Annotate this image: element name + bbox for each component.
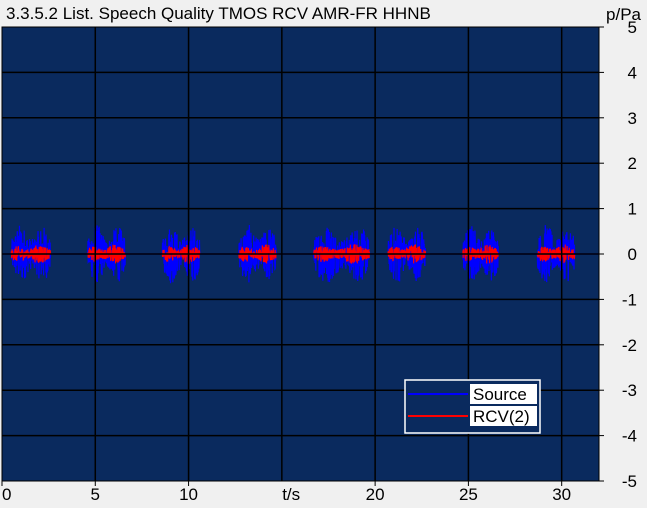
y-tick-label: 5 — [628, 18, 637, 37]
y-tick-label: -3 — [622, 381, 637, 400]
x-axis: 0 5 10 20 25 30 — [1, 481, 571, 504]
y-tick-label: 2 — [628, 154, 637, 173]
legend: Source RCV(2) — [404, 379, 541, 434]
x-tick-label: 10 — [179, 485, 198, 504]
x-axis-label: t/s — [282, 485, 300, 504]
grid-lines — [2, 27, 599, 481]
y-tick-label: 1 — [628, 200, 637, 219]
chart-title: 3.3.5.2 List. Speech Quality TMOS RCV AM… — [6, 4, 431, 23]
y-tick-label: -2 — [622, 336, 637, 355]
y-tick-label: -5 — [622, 472, 637, 491]
legend-label: RCV(2) — [473, 407, 530, 426]
y-tick-label: 0 — [628, 245, 637, 264]
y-tick-label: 4 — [628, 63, 637, 82]
y-axis-label: p/Pa — [606, 5, 642, 24]
legend-label-bg — [470, 384, 537, 404]
y-axis: 5 4 3 2 1 0 -1 -2 -3 -4 -5 — [599, 18, 637, 491]
x-tick-label: 0 — [2, 485, 11, 504]
legend-label-bg — [470, 406, 537, 426]
legend-label: Source — [473, 385, 527, 404]
x-tick-label: 5 — [91, 485, 100, 504]
y-tick-label: -1 — [622, 290, 637, 309]
y-tick-label: 3 — [628, 109, 637, 128]
x-tick-label: 25 — [459, 485, 478, 504]
y-tick-label: -4 — [622, 427, 637, 446]
x-tick-label: 30 — [552, 485, 571, 504]
x-tick-label: 20 — [366, 485, 385, 504]
